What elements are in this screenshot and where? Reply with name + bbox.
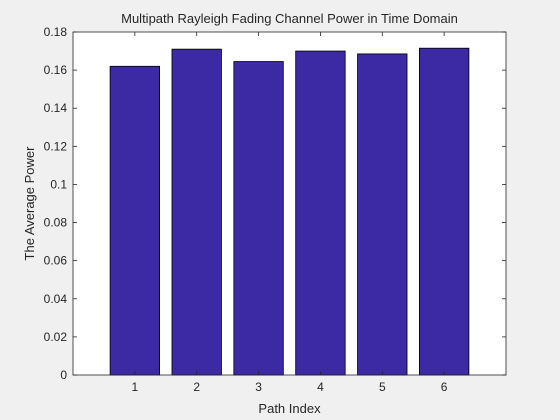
y-axis-label: The Average Power — [22, 146, 37, 261]
axes-group — [72, 31, 507, 376]
y-tick-label: 0.02 — [44, 330, 68, 344]
axes-box — [72, 31, 507, 376]
bar-path-2 — [171, 48, 222, 376]
x-axis-label: Path Index — [258, 401, 321, 416]
y-tick-label: 0.12 — [44, 139, 68, 153]
bars-group — [109, 47, 470, 376]
y-tick-label: 0.08 — [44, 216, 68, 230]
x-tick-label: 5 — [379, 380, 386, 394]
bar-path-4 — [295, 50, 346, 376]
chart-title: Multipath Rayleigh Fading Channel Power … — [121, 11, 458, 26]
bar-path-1 — [109, 65, 161, 376]
bar-path-6 — [418, 47, 470, 376]
y-tick-label: 0.06 — [44, 254, 68, 268]
x-tick-label: 6 — [441, 380, 448, 394]
ticks-group: 1 2 3 4 5 6 0 0.02 0.04 0.06 0.08 0.1 0.12 0.14 0.16 0.… — [44, 25, 506, 394]
x-tick-label: 1 — [132, 380, 139, 394]
y-tick-label: 0 — [60, 368, 67, 382]
y-tick-label: 0.18 — [44, 25, 68, 39]
y-tick-label: 0.16 — [44, 63, 68, 77]
x-tick-label: 4 — [317, 380, 324, 394]
x-tick-label: 2 — [193, 380, 200, 394]
y-tick-label: 0.04 — [44, 292, 68, 306]
bar-path-3 — [233, 61, 284, 376]
x-tick-label: 3 — [255, 380, 262, 394]
bar-path-5 — [357, 53, 408, 376]
y-tick-label: 0.1 — [50, 177, 67, 191]
y-tick-label: 0.14 — [44, 101, 68, 115]
